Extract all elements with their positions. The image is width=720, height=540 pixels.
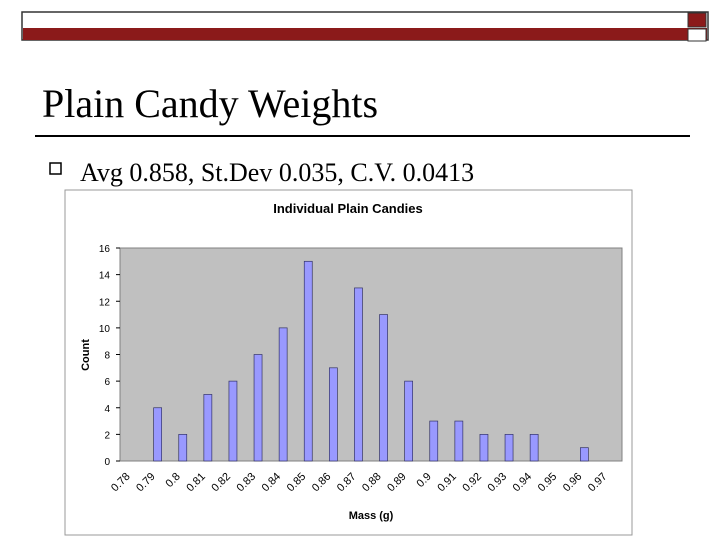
- y-tick-label: 8: [104, 351, 110, 362]
- bullet-text: Avg 0.858, St.Dev 0.035, C.V. 0.0413: [80, 158, 474, 187]
- y-tick-label: 12: [99, 297, 111, 308]
- bar: [529, 434, 539, 462]
- chart-title: Individual Plain Candies: [273, 201, 423, 216]
- corner-square: [687, 28, 707, 42]
- y-tick-label: 4: [104, 404, 110, 415]
- y-tick-label: 10: [99, 324, 111, 335]
- bar: [579, 447, 589, 462]
- y-tick-label: 6: [104, 377, 110, 388]
- bar: [228, 380, 238, 462]
- y-tick-label: 16: [99, 244, 111, 255]
- bar: [303, 260, 313, 462]
- bar: [278, 327, 288, 462]
- y-axis-label: Count: [80, 339, 92, 371]
- corner-square: [687, 12, 707, 28]
- bar: [404, 380, 413, 462]
- bar: [379, 314, 388, 462]
- y-tick-label: 14: [99, 271, 111, 282]
- y-tick-label: 0: [104, 457, 110, 468]
- bar: [479, 434, 489, 462]
- bar: [253, 354, 263, 462]
- bar: [203, 394, 213, 462]
- bar: [504, 434, 514, 462]
- bullet-marker: [49, 162, 62, 175]
- top-band: [23, 28, 707, 40]
- plot-area: [119, 247, 623, 462]
- x-axis-label: Mass (g): [349, 510, 394, 522]
- bar: [153, 407, 162, 462]
- slide-title: Plain Candy Weights: [42, 81, 378, 126]
- bar: [354, 287, 363, 462]
- y-tick-label: 2: [104, 430, 110, 441]
- bar: [429, 420, 439, 462]
- bar: [454, 420, 464, 462]
- bar: [178, 434, 188, 462]
- chart: Individual Plain Candies Mass (g) Count …: [64, 189, 633, 536]
- bar: [329, 367, 338, 462]
